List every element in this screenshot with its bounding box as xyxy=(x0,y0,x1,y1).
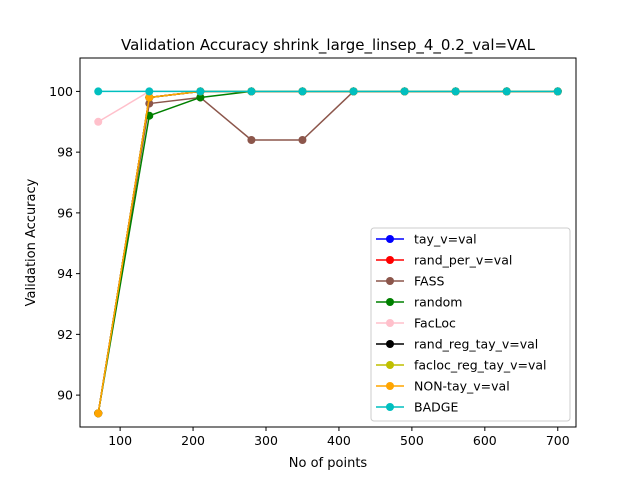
data-point-badge xyxy=(145,87,154,96)
legend-label: rand_per_v=val xyxy=(414,253,512,268)
y-tick-label: 98 xyxy=(57,145,73,160)
legend-marker xyxy=(386,403,394,411)
legend-marker xyxy=(386,319,394,327)
legend-marker xyxy=(386,298,394,306)
ticks-layer: 100 200 300 400 500 600 700 90 92 94 96 98 100 xyxy=(49,84,570,448)
data-point-badge xyxy=(247,87,256,96)
legend-label: BADGE xyxy=(414,400,458,415)
x-tick-label: 100 xyxy=(108,433,132,448)
legend-label: NON-tay_v=val xyxy=(414,379,510,394)
data-point-non-tay-v-val xyxy=(94,409,103,418)
legend: tay_v=val rand_per_v=val FASS random FacLoc r… xyxy=(370,227,571,422)
legend-entry: rand_per_v=val xyxy=(376,253,512,268)
data-point-random xyxy=(196,93,205,102)
legend-label: tay_v=val xyxy=(414,232,477,247)
legend-label: FacLoc xyxy=(414,316,456,331)
legend-label: rand_reg_tay_v=val xyxy=(414,337,538,352)
legend-label: FASS xyxy=(414,274,445,289)
data-point-badge xyxy=(502,87,511,96)
data-point-fass xyxy=(298,136,307,144)
legend-entry: facloc_reg_tay_v=val xyxy=(376,358,547,373)
x-tick-label: 200 xyxy=(181,433,205,448)
y-tick-label: 90 xyxy=(57,388,73,403)
legend-marker xyxy=(386,256,394,264)
data-point-badge xyxy=(94,87,103,96)
data-point-facloc xyxy=(94,117,103,126)
data-point-non-tay-v-val xyxy=(145,93,154,102)
legend-label: facloc_reg_tay_v=val xyxy=(414,358,547,373)
y-tick-label: 94 xyxy=(57,266,73,281)
legend-marker xyxy=(386,235,394,243)
x-tick-label: 700 xyxy=(546,433,570,448)
data-point-badge xyxy=(400,87,409,96)
data-point-badge xyxy=(196,87,205,96)
y-axis-label: Validation Accuracy xyxy=(24,178,39,306)
legend-marker xyxy=(386,382,394,390)
data-point-fass xyxy=(247,136,256,144)
legend-marker xyxy=(386,361,394,369)
data-point-badge xyxy=(349,87,358,96)
y-tick-label: 100 xyxy=(49,84,73,99)
plot-border xyxy=(79,57,577,428)
chart-title: Validation Accuracy shrink_large_linsep_… xyxy=(121,36,536,55)
x-tick-label: 600 xyxy=(473,433,497,448)
series-layer xyxy=(94,87,562,418)
legend-entry: rand_reg_tay_v=val xyxy=(376,337,538,352)
x-tick-label: 300 xyxy=(254,433,278,448)
legend-label: random xyxy=(414,295,462,310)
legend-entry: random xyxy=(376,295,462,310)
y-tick-label: 96 xyxy=(57,205,73,220)
legend-marker xyxy=(386,277,394,285)
legend-entry: FacLoc xyxy=(376,316,456,331)
data-point-badge xyxy=(553,87,562,96)
x-axis-label: No of points xyxy=(289,456,368,471)
legend-entry: BADGE xyxy=(376,400,458,415)
legend-entry: FASS xyxy=(376,274,445,289)
series-badge xyxy=(94,87,562,96)
legend-box xyxy=(370,227,571,422)
legend-entry: tay_v=val xyxy=(376,232,477,247)
x-tick-label: 400 xyxy=(327,433,351,448)
data-point-badge xyxy=(298,87,307,96)
legend-entry: NON-tay_v=val xyxy=(376,379,510,394)
data-point-badge xyxy=(451,87,460,96)
x-tick-label: 500 xyxy=(400,433,424,448)
y-tick-label: 92 xyxy=(57,327,73,342)
legend-marker xyxy=(386,340,394,348)
